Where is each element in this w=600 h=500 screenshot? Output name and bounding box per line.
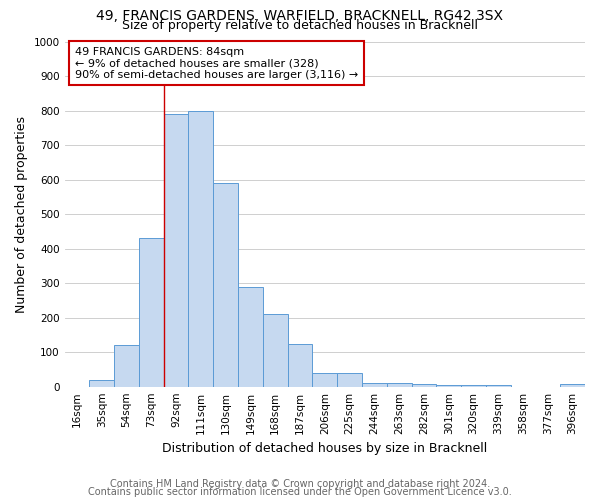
Bar	[560, 384, 585, 386]
Text: Contains HM Land Registry data © Crown copyright and database right 2024.: Contains HM Land Registry data © Crown c…	[110, 479, 490, 489]
Bar	[89, 380, 114, 386]
Bar	[164, 114, 188, 386]
Bar	[213, 183, 238, 386]
Bar	[387, 383, 412, 386]
Bar	[337, 373, 362, 386]
Text: 49 FRANCIS GARDENS: 84sqm
← 9% of detached houses are smaller (328)
90% of semi-: 49 FRANCIS GARDENS: 84sqm ← 9% of detach…	[75, 46, 358, 80]
Bar	[313, 373, 337, 386]
Bar	[263, 314, 287, 386]
Bar	[461, 385, 486, 386]
Bar	[362, 382, 387, 386]
X-axis label: Distribution of detached houses by size in Bracknell: Distribution of detached houses by size …	[162, 442, 487, 455]
Bar	[188, 110, 213, 386]
Text: Contains public sector information licensed under the Open Government Licence v3: Contains public sector information licen…	[88, 487, 512, 497]
Bar	[139, 238, 164, 386]
Bar	[287, 344, 313, 386]
Bar	[114, 346, 139, 387]
Y-axis label: Number of detached properties: Number of detached properties	[15, 116, 28, 312]
Text: 49, FRANCIS GARDENS, WARFIELD, BRACKNELL, RG42 3SX: 49, FRANCIS GARDENS, WARFIELD, BRACKNELL…	[97, 9, 503, 23]
Bar	[436, 385, 461, 386]
Bar	[486, 385, 511, 386]
Text: Size of property relative to detached houses in Bracknell: Size of property relative to detached ho…	[122, 19, 478, 32]
Bar	[412, 384, 436, 386]
Bar	[238, 286, 263, 386]
